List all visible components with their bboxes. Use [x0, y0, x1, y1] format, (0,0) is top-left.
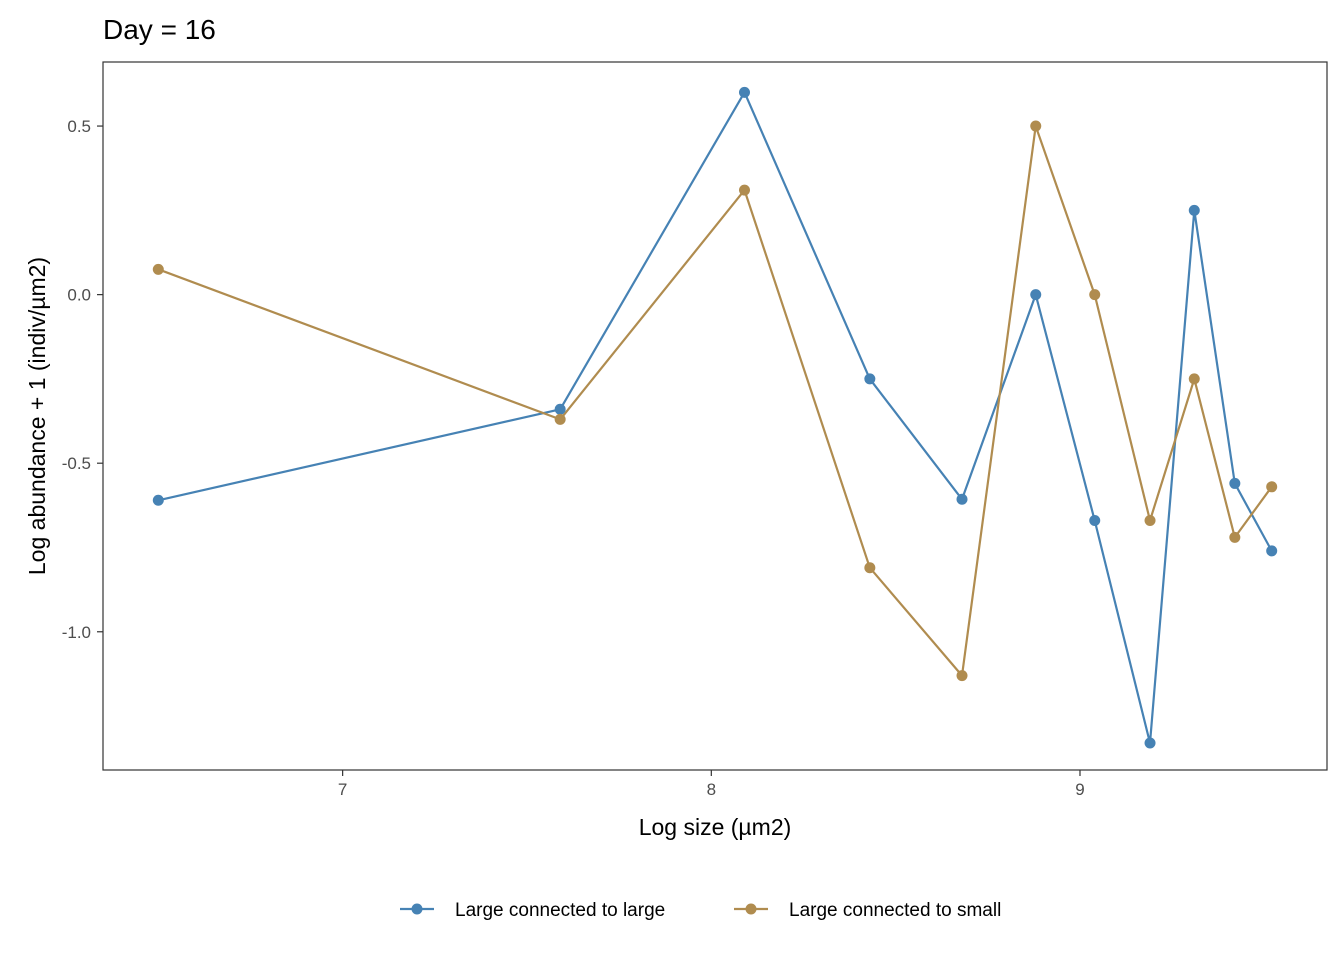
legend-label: Large connected to small [789, 900, 1001, 921]
series-1-point [152, 494, 164, 506]
series-1-point [1089, 515, 1101, 527]
series-layer [152, 86, 1278, 749]
chart-title: Day = 16 [103, 14, 216, 45]
series-2-point [1188, 373, 1200, 385]
series-1-point [956, 493, 968, 505]
x-tick-label: 7 [338, 780, 347, 799]
y-tick-label: 0.5 [67, 117, 91, 136]
series-2-point [738, 184, 750, 196]
series-1-point [1030, 289, 1042, 301]
series-1-point [1144, 737, 1156, 749]
legend-key-point [745, 903, 757, 915]
y-axis-title: Log abundance + 1 (indiv/µm2) [24, 257, 50, 575]
legend-key-point [411, 903, 423, 915]
series-1-point [1229, 477, 1241, 489]
y-tick-label: 0.0 [67, 286, 91, 305]
series-1-point [864, 373, 876, 385]
y-tick-label: -1.0 [62, 623, 91, 642]
y-axis: 0.5 0.0 -0.5 -1.0 [62, 117, 103, 642]
series-2-point [554, 413, 566, 425]
series-2-point [864, 562, 876, 574]
series-2-point [1144, 515, 1156, 527]
legend-label: Large connected to large [455, 900, 665, 921]
series-2-point [1089, 289, 1101, 301]
series-2-point [152, 263, 164, 275]
series-2-point [1030, 120, 1042, 132]
series-2-point [1229, 531, 1241, 543]
series-1-point [554, 403, 566, 415]
plot-panel [102, 61, 1328, 771]
legend: Large connected to large Large connected … [400, 900, 1001, 921]
series-1-point [1188, 204, 1200, 216]
x-axis-title: Log size (µm2) [639, 814, 792, 840]
x-tick-label: 9 [1075, 780, 1084, 799]
x-tick-label: 8 [707, 780, 716, 799]
series-2-point [1266, 481, 1278, 493]
series-1-point [738, 86, 750, 98]
series-2-point [956, 670, 968, 682]
series-1-point [1266, 545, 1278, 557]
y-tick-label: -0.5 [62, 454, 91, 473]
x-axis: 7 8 9 [338, 770, 1085, 799]
